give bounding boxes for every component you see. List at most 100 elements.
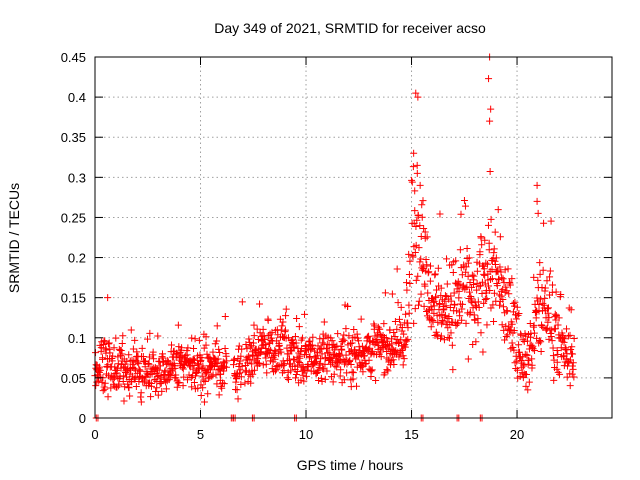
data-point <box>284 375 292 383</box>
data-point <box>251 366 259 374</box>
data-point <box>179 382 187 390</box>
data-point <box>104 340 112 348</box>
data-point <box>340 376 348 384</box>
data-point <box>399 361 407 369</box>
data-point <box>102 346 110 354</box>
data-point <box>179 365 187 373</box>
data-point <box>318 350 326 358</box>
data-point <box>412 223 420 231</box>
data-point <box>434 264 442 272</box>
data-point <box>487 215 495 223</box>
data-point <box>496 233 504 241</box>
data-point <box>188 383 196 391</box>
data-point <box>478 290 486 298</box>
data-point <box>187 374 195 382</box>
data-point <box>98 378 106 386</box>
data-point <box>167 372 175 380</box>
data-point <box>198 372 206 380</box>
data-point <box>388 290 396 298</box>
data-point <box>297 347 305 355</box>
data-point <box>256 300 264 308</box>
data-point <box>125 384 133 392</box>
data-point <box>339 335 347 343</box>
data-point <box>406 257 414 265</box>
data-point <box>436 210 444 218</box>
data-point <box>539 323 547 331</box>
data-point <box>266 330 274 338</box>
data-point <box>246 338 254 346</box>
data-point <box>238 345 246 353</box>
data-point <box>477 234 485 242</box>
data-point <box>95 377 103 385</box>
data-point <box>513 366 521 374</box>
data-point <box>540 219 548 227</box>
data-point <box>458 305 466 313</box>
data-point <box>344 302 352 310</box>
data-point <box>557 291 565 299</box>
data-point <box>479 348 487 356</box>
data-point <box>422 256 430 264</box>
data-point <box>120 397 128 405</box>
data-point <box>405 309 413 317</box>
data-point <box>484 221 492 229</box>
data-point <box>257 348 265 356</box>
data-point <box>105 339 113 347</box>
data-point <box>437 332 445 340</box>
data-point <box>432 293 440 301</box>
data-point <box>570 373 578 381</box>
data-point <box>443 280 451 288</box>
data-point <box>247 379 255 387</box>
data-point <box>197 391 205 399</box>
data-point <box>337 366 345 374</box>
data-point <box>477 329 485 337</box>
data-point <box>539 266 547 274</box>
data-point <box>415 244 423 252</box>
data-point <box>437 284 445 292</box>
data-point <box>264 348 272 356</box>
data-point <box>515 309 523 317</box>
data-point <box>530 329 538 337</box>
data-point <box>537 295 545 303</box>
data-point <box>462 268 470 276</box>
data-point <box>412 276 420 284</box>
data-point <box>245 335 253 343</box>
data-point <box>323 345 331 353</box>
data-point <box>282 305 290 313</box>
data-point <box>145 379 153 387</box>
data-point <box>483 321 491 329</box>
data-point <box>336 372 344 380</box>
data-point <box>200 398 208 406</box>
data-point <box>512 364 520 372</box>
y-tick-label: 0 <box>79 411 86 426</box>
data-point <box>399 352 407 360</box>
data-point <box>529 345 537 353</box>
data-point <box>280 367 288 375</box>
data-point <box>162 385 170 393</box>
data-point <box>478 278 486 286</box>
data-point <box>477 282 485 290</box>
data-point <box>494 206 502 214</box>
data-point <box>413 216 421 224</box>
data-point <box>193 369 201 377</box>
data-point <box>493 282 501 290</box>
data-point <box>453 320 461 328</box>
data-point <box>488 265 496 273</box>
data-point <box>426 277 434 285</box>
data-point <box>173 349 181 357</box>
data-point <box>449 366 457 374</box>
data-point <box>400 330 408 338</box>
data-point <box>561 335 569 343</box>
y-tick-label: 0.05 <box>61 371 86 386</box>
data-point <box>510 327 518 335</box>
data-point <box>530 273 538 281</box>
data-point <box>389 356 397 364</box>
data-point <box>431 271 439 279</box>
data-point <box>296 352 304 360</box>
data-point <box>377 348 385 356</box>
data-point <box>423 261 431 269</box>
data-point <box>153 373 161 381</box>
data-point <box>133 348 141 356</box>
data-point <box>271 346 279 354</box>
data-point <box>565 304 573 312</box>
data-point <box>264 316 272 324</box>
